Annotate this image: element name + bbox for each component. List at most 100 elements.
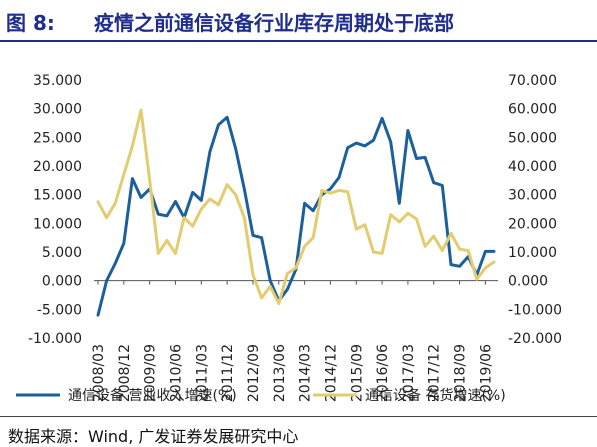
inventory-data-point [415, 217, 418, 221]
series-layer [96, 108, 496, 317]
revenue-data-point [346, 146, 349, 149]
inventory-data-point [191, 225, 194, 228]
series-line-inventory-growth [96, 108, 496, 306]
revenue-data-point [484, 250, 487, 253]
x-axis: 2008/03 2008/12 2009/09 2010/06 2011/03 2011/… [91, 280, 494, 402]
revenue-data-point [122, 242, 126, 245]
x-tick-label: 2014/03 [298, 344, 314, 402]
inventory-data-point [122, 173, 126, 176]
inventory-data-point [251, 273, 255, 277]
inventory-data-point [484, 266, 487, 269]
revenue-data-point [200, 199, 203, 202]
x-tick-label: 2010/06 [168, 344, 184, 402]
revenue-data-point [406, 129, 410, 132]
right-tick-label: 40.000 [508, 159, 557, 175]
inventory-data-point [398, 220, 401, 224]
revenue-data-point [286, 288, 289, 291]
revenue-data-point [139, 196, 143, 199]
x-tick-label: 2016/06 [375, 344, 391, 402]
revenue-data-point [234, 147, 237, 150]
line-chart: 35.000 30.000 25.000 20.000 15.000 10.000 5.00… [16, 73, 562, 404]
revenue-data-point [337, 176, 341, 179]
inventory-data-point [200, 207, 203, 211]
inventory-data-point [268, 285, 272, 288]
revenue-data-point [225, 116, 229, 119]
inventory-data-point [286, 272, 289, 275]
source-note: 数据来源：Wind, 广发证券发展研究中心 [8, 427, 299, 446]
inventory-data-point [389, 213, 392, 216]
revenue-data-point [165, 214, 169, 218]
revenue-data-point [191, 191, 194, 194]
right-tick-label: 30.000 [508, 188, 557, 204]
x-tick-label: 2009/09 [143, 344, 159, 402]
inventory-data-point [320, 189, 324, 192]
revenue-data-point [432, 181, 435, 184]
inventory-data-point [225, 183, 229, 186]
x-tick-label: 2011/03 [194, 344, 210, 402]
x-tick-label: 2019/06 [478, 344, 494, 402]
inventory-data-point [165, 239, 169, 242]
left-tick-label: 35.000 [33, 73, 82, 89]
left-tick-label: -5.000 [37, 302, 82, 318]
inventory-data-point [355, 227, 358, 231]
inventory-data-point [449, 232, 453, 235]
revenue-data-point [423, 156, 427, 159]
series-line-revenue-growth [96, 115, 496, 317]
inventory-data-point [234, 193, 237, 196]
inventory-data-point [174, 252, 177, 255]
revenue-data-point [260, 236, 263, 239]
figure-header: 图 8: 疫情之前通信设备行业库存周期处于底部 [0, 0, 597, 40]
revenue-data-point [208, 150, 212, 153]
revenue-data-point [96, 313, 100, 317]
right-axis: 70.000 60.000 50.000 40.000 30.000 20.000 10.0… [508, 73, 562, 347]
inventory-data-point [475, 278, 478, 281]
left-tick-label: -10.000 [28, 331, 82, 347]
x-tick-label: 2017/03 [401, 344, 417, 402]
revenue-data-point [174, 200, 177, 203]
right-tick-label: 70.000 [508, 73, 557, 89]
right-tick-label: 60.000 [508, 102, 557, 118]
legend-item-inventory-label: 通信设备 存货增速(%) [365, 387, 506, 404]
revenue-data-point [380, 117, 384, 120]
x-tick-label: 2013/06 [272, 344, 288, 402]
x-tick-label: 2008/03 [91, 344, 107, 402]
inventory-data-point [432, 235, 435, 238]
left-tick-label: 30.000 [33, 102, 82, 118]
revenue-data-point [355, 141, 358, 145]
revenue-data-point [131, 177, 134, 180]
inventory-data-point [380, 252, 384, 255]
left-tick-label: 20.000 [33, 159, 82, 175]
revenue-data-point [329, 187, 332, 191]
right-tick-label: 0.000 [508, 274, 548, 290]
x-tick-label: 2015/09 [349, 344, 365, 402]
inventory-data-point [303, 245, 306, 248]
revenue-data-point [441, 184, 444, 187]
inventory-data-point [458, 247, 461, 251]
revenue-data-point [363, 144, 367, 148]
header-divider [0, 40, 597, 42]
x-tick-label: 2017/12 [427, 344, 443, 402]
right-tick-label: 20.000 [508, 216, 557, 232]
revenue-data-point [105, 279, 108, 282]
revenue-data-point [449, 263, 453, 266]
x-tick-label: 2011/12 [220, 344, 236, 402]
inventory-data-point [217, 203, 220, 206]
left-tick-label: 10.000 [33, 216, 82, 232]
footer-divider [0, 416, 597, 417]
right-tick-label: 50.000 [508, 130, 557, 146]
inventory-data-point [312, 236, 315, 239]
revenue-data-point [415, 157, 418, 160]
revenue-data-point [398, 202, 401, 205]
revenue-data-point [303, 202, 306, 205]
right-tick-label: -10.000 [508, 302, 562, 318]
inventory-data-point [105, 216, 108, 219]
inventory-data-point [423, 245, 427, 248]
inventory-data-point [363, 223, 367, 226]
left-axis: 35.000 30.000 25.000 20.000 15.000 10.000 5.00… [28, 73, 82, 347]
x-tick-label: 2018/09 [453, 344, 469, 402]
revenue-data-point [458, 265, 461, 268]
inventory-data-point [131, 144, 134, 148]
figure-title: 疫情之前通信设备行业库存周期处于底部 [94, 11, 454, 35]
right-tick-label: -20.000 [508, 331, 562, 347]
revenue-data-point [114, 262, 117, 265]
